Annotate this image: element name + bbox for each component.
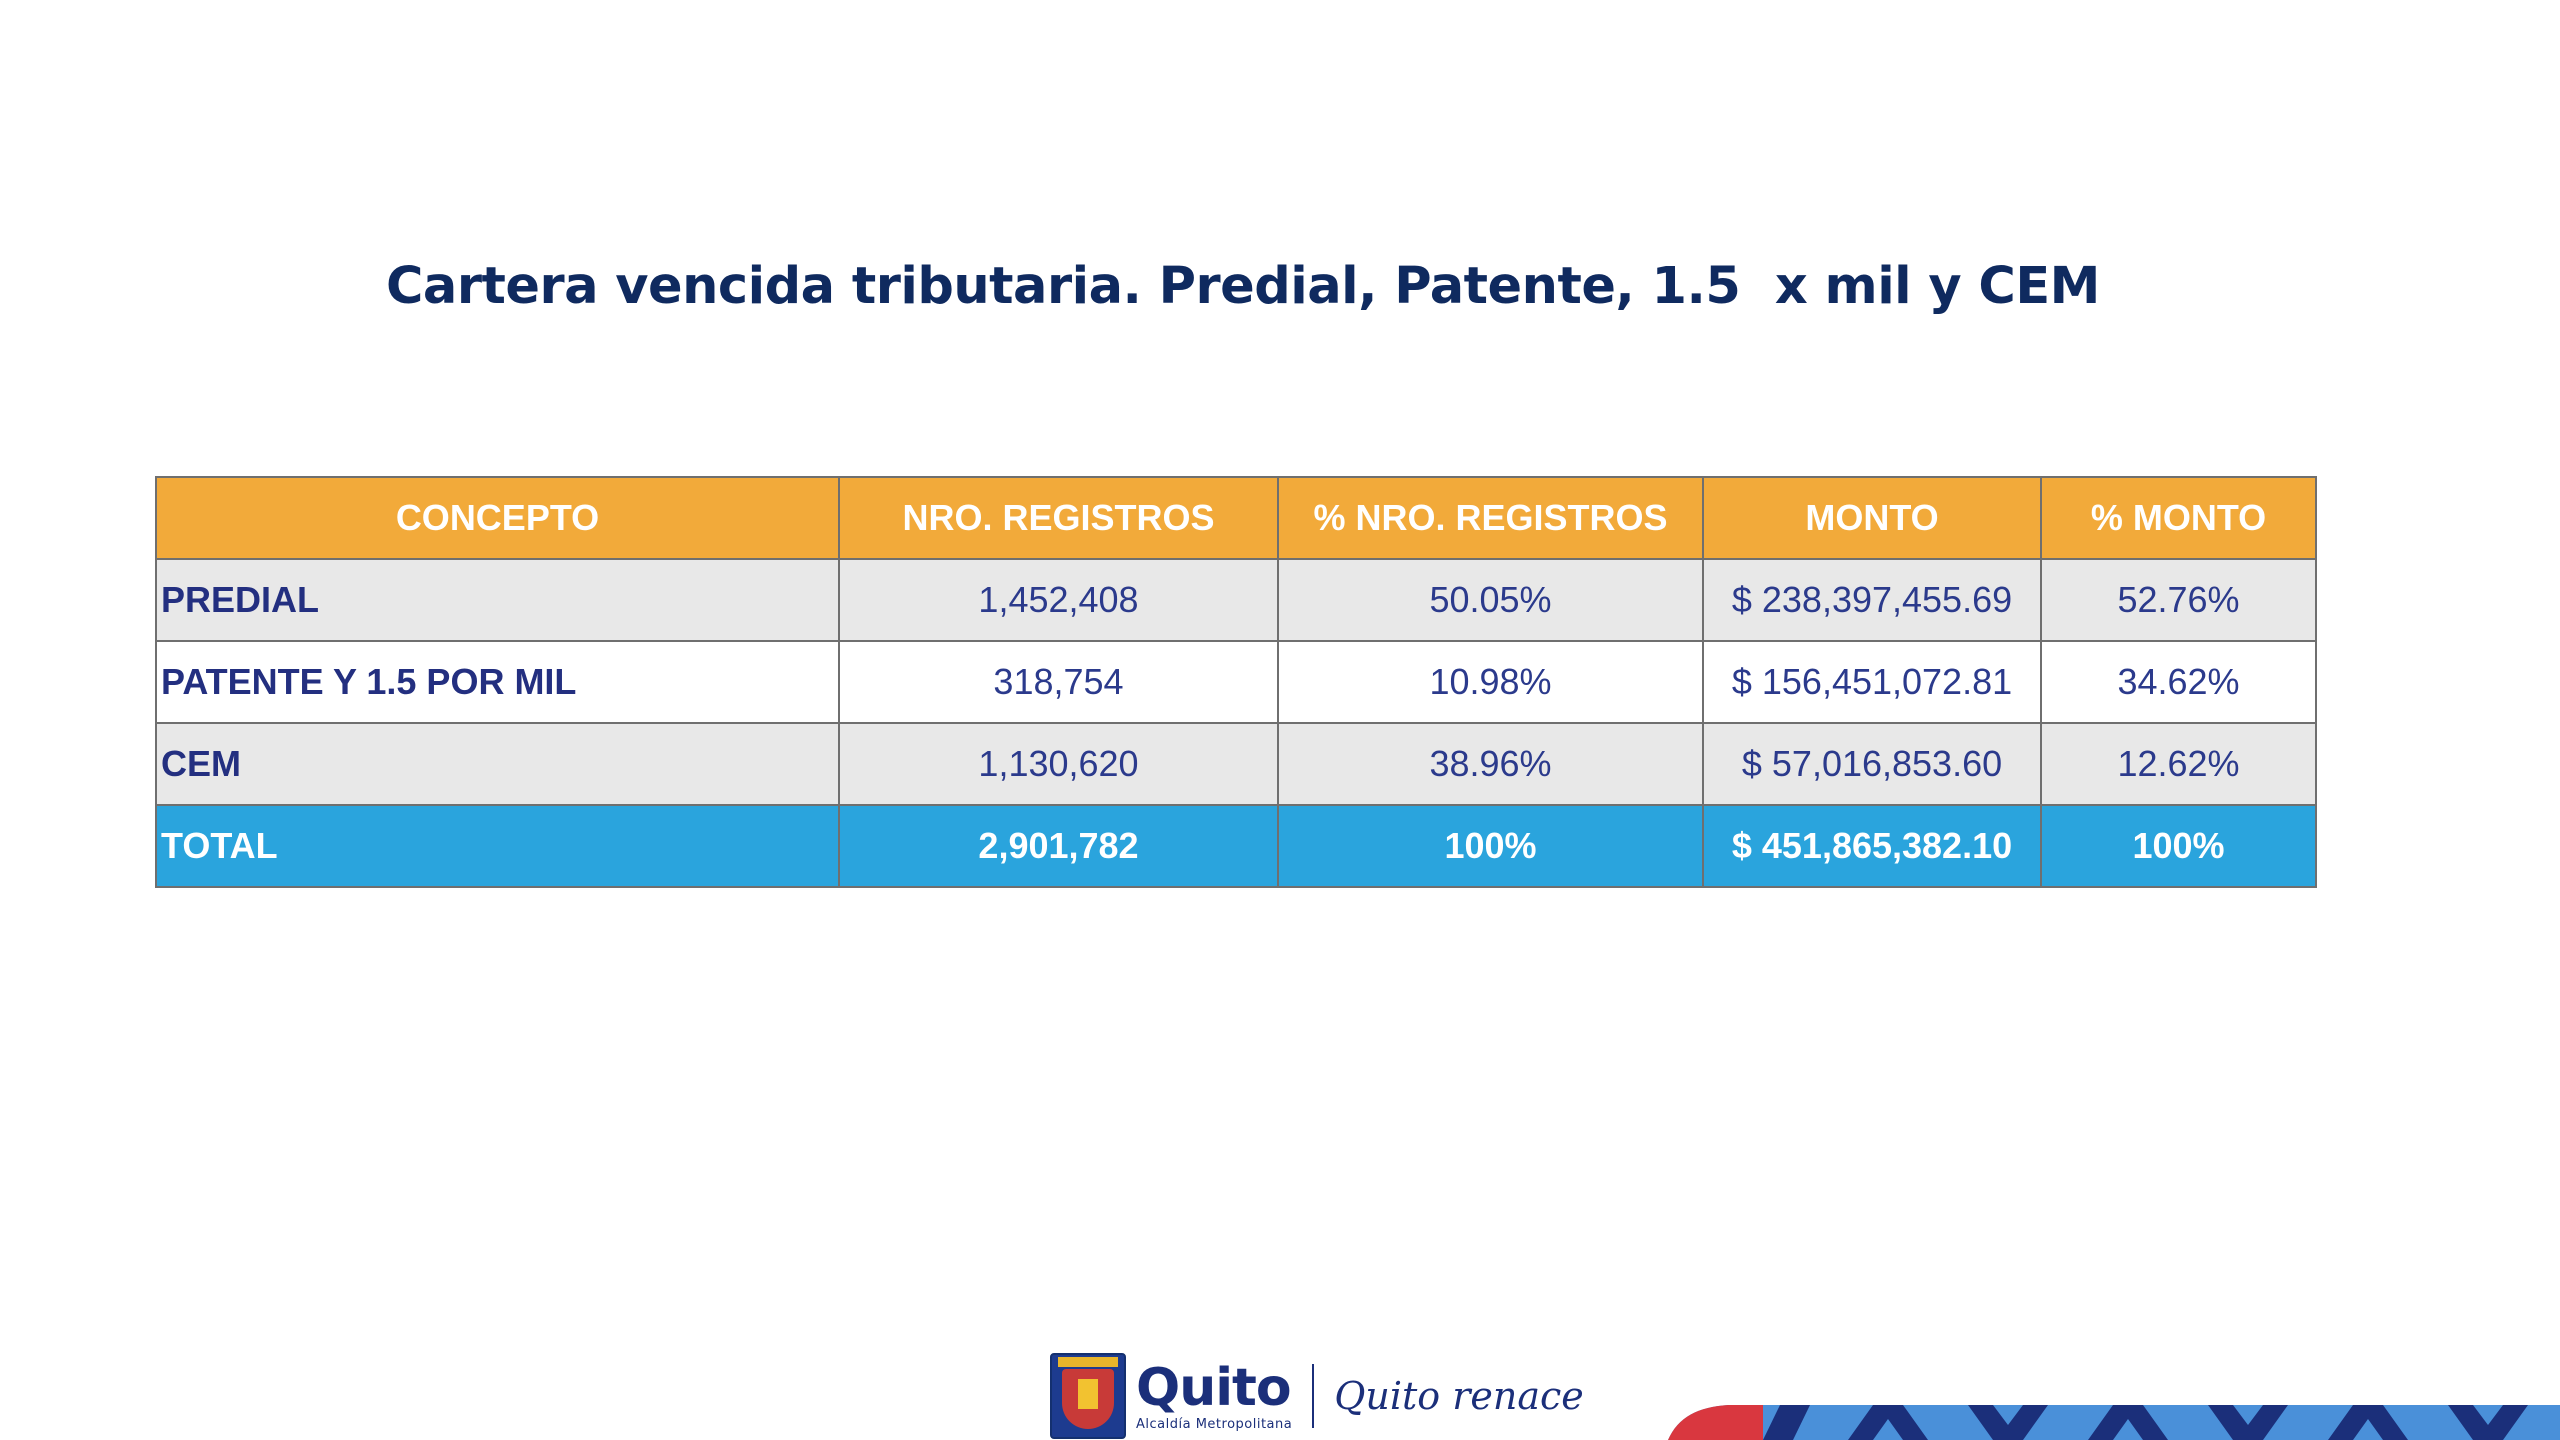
cell-pct-monto: 12.62% xyxy=(2040,722,2317,806)
total-monto: $ 451,865,382.10 xyxy=(1702,804,2042,888)
cell-concepto: PREDIAL xyxy=(155,558,840,642)
table-row: CEM 1,130,620 38.96% $ 57,016,853.60 12.… xyxy=(155,722,2317,806)
decorative-banner xyxy=(1668,1405,2560,1440)
cell-concepto: CEM xyxy=(155,722,840,806)
table-header-row: CONCEPTO NRO. REGISTROS % NRO. REGISTROS… xyxy=(155,476,2317,560)
total-pct-monto: 100% xyxy=(2040,804,2317,888)
header-concepto: CONCEPTO xyxy=(155,476,840,560)
slogan: Quito renace xyxy=(1334,1374,1584,1418)
cell-pct-monto: 52.76% xyxy=(2040,558,2317,642)
header-pct-monto: % MONTO xyxy=(2040,476,2317,560)
cell-pct-monto: 34.62% xyxy=(2040,640,2317,724)
table-row: PREDIAL 1,452,408 50.05% $ 238,397,455.6… xyxy=(155,558,2317,642)
cell-pct-registros: 38.96% xyxy=(1277,722,1704,806)
header-nro-registros: NRO. REGISTROS xyxy=(838,476,1279,560)
header-pct-nro-registros: % NRO. REGISTROS xyxy=(1277,476,1704,560)
cell-registros: 318,754 xyxy=(838,640,1279,724)
brand-divider xyxy=(1312,1364,1315,1428)
header-monto: MONTO xyxy=(1702,476,2042,560)
city-shield-icon xyxy=(1050,1353,1126,1439)
total-registros: 2,901,782 xyxy=(838,804,1279,888)
total-pct-registros: 100% xyxy=(1277,804,1704,888)
table-total-row: TOTAL 2,901,782 100% $ 451,865,382.10 10… xyxy=(155,804,2317,888)
cell-pct-registros: 10.98% xyxy=(1277,640,1704,724)
slide-title: Cartera vencida tributaria. Predial, Pat… xyxy=(386,257,2100,316)
cell-concepto: PATENTE Y 1.5 POR MIL xyxy=(155,640,840,724)
cell-monto: $ 57,016,853.60 xyxy=(1702,722,2042,806)
footer-logo: Quito Alcaldía Metropolitana Quito renac… xyxy=(1050,1352,1584,1440)
cell-monto: $ 238,397,455.69 xyxy=(1702,558,2042,642)
cell-monto: $ 156,451,072.81 xyxy=(1702,640,2042,724)
cell-registros: 1,130,620 xyxy=(838,722,1279,806)
brand-subtitle: Alcaldía Metropolitana xyxy=(1136,1416,1293,1432)
cell-registros: 1,452,408 xyxy=(838,558,1279,642)
data-table: CONCEPTO NRO. REGISTROS % NRO. REGISTROS… xyxy=(155,476,2317,888)
decorative-pattern-icon xyxy=(1668,1405,2560,1440)
brand-name: Quito xyxy=(1136,1357,1292,1418)
cell-pct-registros: 50.05% xyxy=(1277,558,1704,642)
total-concepto: TOTAL xyxy=(155,804,840,888)
brand-block: Quito Alcaldía Metropolitana xyxy=(1136,1362,1292,1431)
table-row: PATENTE Y 1.5 POR MIL 318,754 10.98% $ 1… xyxy=(155,640,2317,724)
